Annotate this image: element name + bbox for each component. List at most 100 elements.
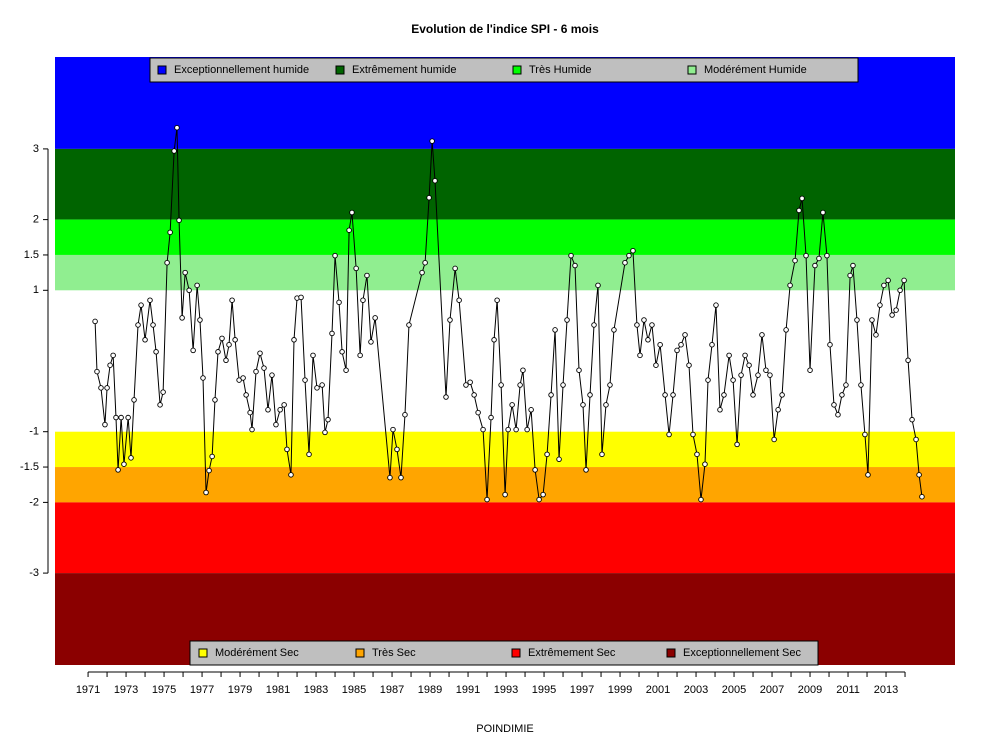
data-point — [98, 385, 104, 391]
data-point — [488, 414, 494, 421]
data-point — [556, 456, 562, 463]
data-point — [524, 426, 530, 433]
x-tick-label: 1993 — [494, 684, 518, 696]
data-point — [426, 194, 432, 201]
data-point — [325, 416, 331, 423]
legend-swatch — [198, 648, 208, 658]
data-point — [261, 365, 267, 371]
data-point — [343, 367, 349, 373]
data-point — [398, 474, 404, 481]
data-point — [630, 247, 636, 254]
data-point — [532, 467, 538, 473]
data-point — [243, 392, 249, 398]
x-tick-label: 1991 — [456, 684, 480, 696]
data-point — [807, 367, 813, 373]
data-point — [160, 389, 166, 395]
data-point — [102, 421, 108, 428]
data-point — [167, 229, 173, 236]
data-point — [783, 327, 789, 333]
y-tick-label: -2 — [29, 496, 39, 508]
data-point — [901, 277, 907, 284]
data-point — [131, 397, 137, 403]
data-point — [475, 409, 481, 416]
data-point — [194, 282, 200, 289]
data-point — [721, 392, 727, 398]
data-point — [767, 372, 773, 378]
legend-label: Extrêmement Sec — [528, 647, 616, 659]
y-tick-label: -1 — [29, 426, 39, 438]
band — [55, 502, 955, 574]
data-point — [153, 349, 159, 355]
data-point — [603, 402, 609, 408]
legend-label: Très Humide — [529, 64, 592, 76]
data-point — [775, 407, 781, 413]
data-point — [576, 367, 582, 373]
data-point — [406, 322, 412, 328]
data-point — [742, 352, 748, 359]
x-tick-label: 2009 — [798, 684, 822, 696]
data-point — [336, 299, 342, 306]
data-point — [502, 491, 508, 498]
data-point — [164, 259, 170, 266]
data-point — [310, 352, 316, 359]
legend-label: Modérément Humide — [704, 64, 807, 76]
data-point — [726, 352, 732, 359]
legend-swatch — [355, 648, 365, 658]
data-point — [686, 362, 692, 368]
data-point — [599, 451, 605, 458]
data-point — [513, 426, 519, 433]
data-point — [432, 177, 438, 184]
data-point — [329, 330, 335, 337]
x-tick-label: 1979 — [228, 684, 252, 696]
data-point — [447, 317, 453, 323]
data-point — [662, 392, 668, 398]
data-point — [816, 255, 822, 262]
data-point — [265, 407, 271, 413]
data-point — [641, 317, 647, 323]
data-point — [505, 426, 511, 433]
data-point — [247, 409, 253, 416]
data-point — [176, 217, 182, 224]
data-point — [110, 352, 116, 359]
x-tick-label: 2011 — [836, 684, 860, 696]
data-point — [319, 382, 325, 388]
data-point — [893, 307, 899, 313]
data-point — [314, 385, 320, 391]
data-point — [812, 262, 818, 269]
band — [55, 431, 955, 468]
data-point — [713, 302, 719, 308]
data-point — [212, 397, 218, 403]
data-point — [498, 382, 504, 388]
data-point — [746, 362, 752, 368]
data-point — [215, 349, 221, 355]
x-tick-label: 1999 — [608, 684, 632, 696]
data-point — [787, 282, 793, 289]
data-point — [827, 341, 833, 348]
data-point — [443, 394, 449, 400]
data-point — [905, 357, 911, 364]
x-tick-label: 1975 — [152, 684, 176, 696]
data-point — [346, 227, 352, 233]
data-point — [223, 357, 229, 364]
data-point — [831, 402, 837, 408]
data-point — [645, 337, 651, 343]
x-tick-label: 1977 — [190, 684, 214, 696]
data-point — [536, 496, 542, 503]
data-point — [587, 392, 593, 398]
data-point — [94, 368, 100, 375]
data-point — [394, 446, 400, 453]
data-point — [564, 317, 570, 323]
data-point — [182, 269, 188, 276]
data-point — [678, 341, 684, 348]
data-point — [480, 426, 486, 433]
legend-swatch — [335, 65, 345, 75]
data-point — [552, 327, 558, 333]
data-point — [854, 317, 860, 323]
data-point — [232, 337, 238, 343]
legend-box — [149, 57, 859, 83]
data-point — [113, 414, 119, 421]
data-point — [847, 272, 853, 279]
data-point — [734, 441, 740, 448]
data-point — [572, 262, 578, 269]
data-point — [174, 124, 180, 131]
